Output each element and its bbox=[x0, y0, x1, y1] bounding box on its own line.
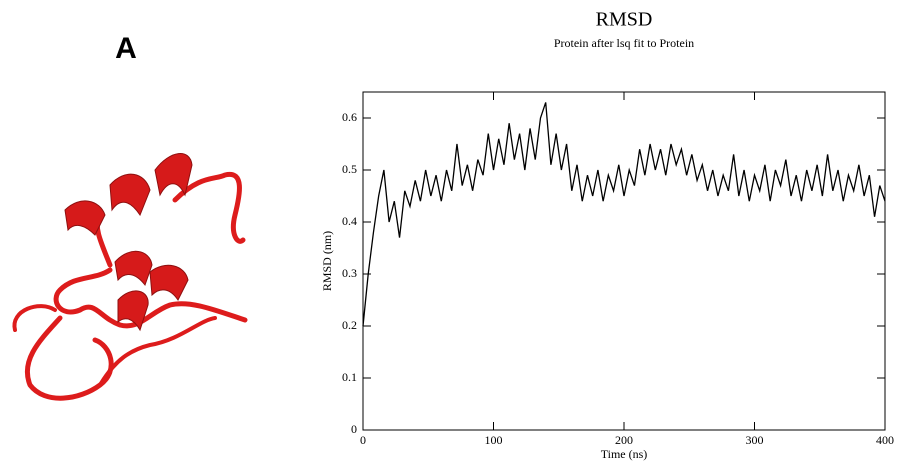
x-tick-label: 300 bbox=[746, 433, 764, 447]
y-tick-label: 0.5 bbox=[342, 162, 357, 176]
protein-structure bbox=[12, 171, 248, 401]
y-tick-label: 0.1 bbox=[342, 370, 357, 384]
rmsd-line bbox=[362, 102, 886, 327]
chart-title: RMSD bbox=[596, 9, 653, 31]
x-axis-label: Time (ns) bbox=[601, 447, 648, 461]
chart-subtitle: Protein after lsq fit to Protein bbox=[554, 36, 694, 50]
y-tick-label: 0.6 bbox=[342, 110, 357, 124]
x-tick-label: 200 bbox=[615, 433, 633, 447]
y-tick-label: 0.3 bbox=[342, 266, 357, 280]
y-tick-label: 0.2 bbox=[342, 318, 357, 332]
plot-frame bbox=[362, 91, 886, 431]
x-tick-label: 400 bbox=[876, 433, 894, 447]
y-axis-label: RMSD (nm) bbox=[320, 231, 334, 291]
y-tick-label: 0.4 bbox=[342, 214, 357, 228]
y-tick-label: 0 bbox=[351, 422, 357, 436]
x-tick-label: 100 bbox=[485, 433, 503, 447]
x-tick-label: 0 bbox=[360, 433, 366, 447]
panel-label: A bbox=[115, 32, 137, 65]
protein-helices bbox=[64, 153, 193, 332]
